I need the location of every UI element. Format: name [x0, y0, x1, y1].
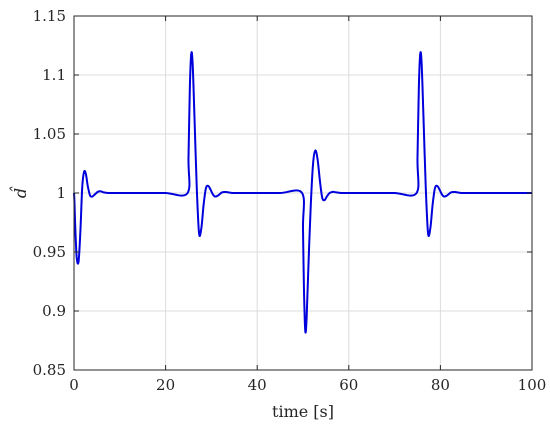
y-tick-label: 1.05: [33, 125, 66, 143]
x-tick-label: 0: [69, 376, 79, 394]
series-line-0: [73, 51, 532, 334]
y-tick-label: 0.95: [33, 243, 66, 261]
y-tick-labels: 0.85 0.9 0.95 1 1.05 1.1 1.15: [33, 7, 66, 379]
x-tick-label: 40: [248, 376, 267, 394]
x-tick-label: 100: [518, 376, 547, 394]
y-axis-label: d̂: [10, 186, 30, 198]
x-tick-label: 80: [431, 376, 450, 394]
y-tick-label: 0.85: [33, 361, 66, 379]
y-tick-label: 1.15: [33, 7, 66, 25]
x-axis-label: time [s]: [272, 402, 334, 421]
x-tick-labels: 0 20 40 60 80 100: [69, 376, 546, 394]
y-tick-label: 1.1: [42, 66, 66, 84]
y-tick-label: 1: [56, 184, 66, 202]
x-tick-label: 60: [339, 376, 358, 394]
series-line-group: [73, 51, 532, 334]
x-tick-label: 20: [156, 376, 175, 394]
ticks: [73, 15, 533, 371]
y-tick-label: 0.9: [42, 302, 66, 320]
